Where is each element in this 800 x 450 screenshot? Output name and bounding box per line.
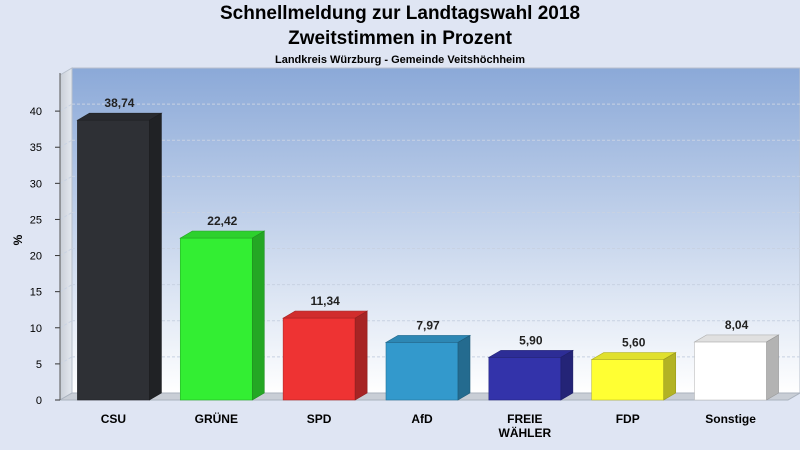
bar-value-label: 38,74: [104, 96, 134, 110]
bar-side: [663, 352, 677, 401]
y-axis-label: %: [11, 234, 25, 245]
bar-top: [282, 310, 369, 319]
bar: [591, 359, 665, 401]
bar-group: [282, 310, 369, 401]
bar-side: [560, 349, 574, 401]
bar: [488, 357, 562, 401]
bar-group: [693, 334, 780, 401]
bar-group: [487, 349, 574, 401]
plot-side-wall: [59, 67, 73, 401]
bar: [77, 119, 150, 401]
bar-value-label: 5,60: [622, 336, 646, 350]
bar-value-label: 5,90: [519, 333, 543, 347]
bar: [179, 237, 253, 401]
x-tick-label: FDP: [616, 412, 640, 426]
bar-side: [149, 112, 162, 401]
bar: [282, 317, 356, 401]
y-tick-label: 20: [30, 251, 42, 263]
y-tick-label: 30: [30, 178, 42, 190]
y-tick-label: 0: [36, 395, 42, 407]
bar-side: [354, 310, 368, 401]
bar-value-label: 7,97: [416, 318, 440, 332]
y-tick-label: 5: [36, 359, 42, 371]
x-tick-label: AfD: [411, 412, 433, 426]
bar-top: [693, 334, 780, 343]
gridline-side: [59, 320, 73, 329]
bar-group: [590, 352, 677, 401]
bar-group: [179, 230, 266, 401]
gridline-side: [59, 248, 73, 256]
bar-value-label: 22,42: [207, 214, 237, 228]
bar-top: [487, 350, 574, 358]
gridline-side: [59, 284, 73, 293]
bar-group: [384, 334, 472, 401]
bar-top: [590, 352, 677, 360]
bar-side: [251, 230, 265, 401]
gridline-side: [59, 175, 73, 184]
chart-title: Schnellmeldung zur Landtagswahl 2018: [219, 3, 581, 24]
bar-group: [76, 112, 163, 401]
y-tick-label: 25: [30, 214, 42, 226]
gridline-side: [59, 212, 73, 220]
chart-subtitle: Landkreis Würzburg - Gemeinde Veitshöchh…: [275, 54, 525, 66]
bar-side: [457, 334, 471, 401]
x-tick-label: FREIE: [507, 412, 542, 426]
bar-value-label: 11,34: [310, 294, 340, 308]
gridline-side: [59, 103, 73, 112]
bar-value-label: 8,04: [725, 318, 749, 332]
bar: [385, 342, 459, 401]
chart-title-line-2: Zweitstimmen in Prozent: [288, 28, 512, 49]
x-tick-label: CSU: [101, 412, 126, 426]
y-tick-label: 40: [30, 106, 42, 118]
y-tick-label: 15: [30, 287, 42, 299]
bar: [694, 341, 767, 401]
y-tick-label: 35: [30, 142, 42, 154]
y-tick-label: 10: [30, 323, 42, 335]
x-tick-label: SPD: [307, 412, 332, 426]
bar-top: [179, 230, 266, 239]
bar-side: [766, 334, 779, 401]
gridline-side: [59, 139, 73, 148]
bar-top: [76, 112, 163, 121]
x-tick-label: GRÜNE: [195, 411, 238, 426]
x-tick-label: WÄHLER: [499, 425, 552, 440]
bar-top: [384, 335, 472, 343]
x-tick-label: Sonstige: [705, 412, 756, 426]
gridline-side: [59, 356, 73, 365]
